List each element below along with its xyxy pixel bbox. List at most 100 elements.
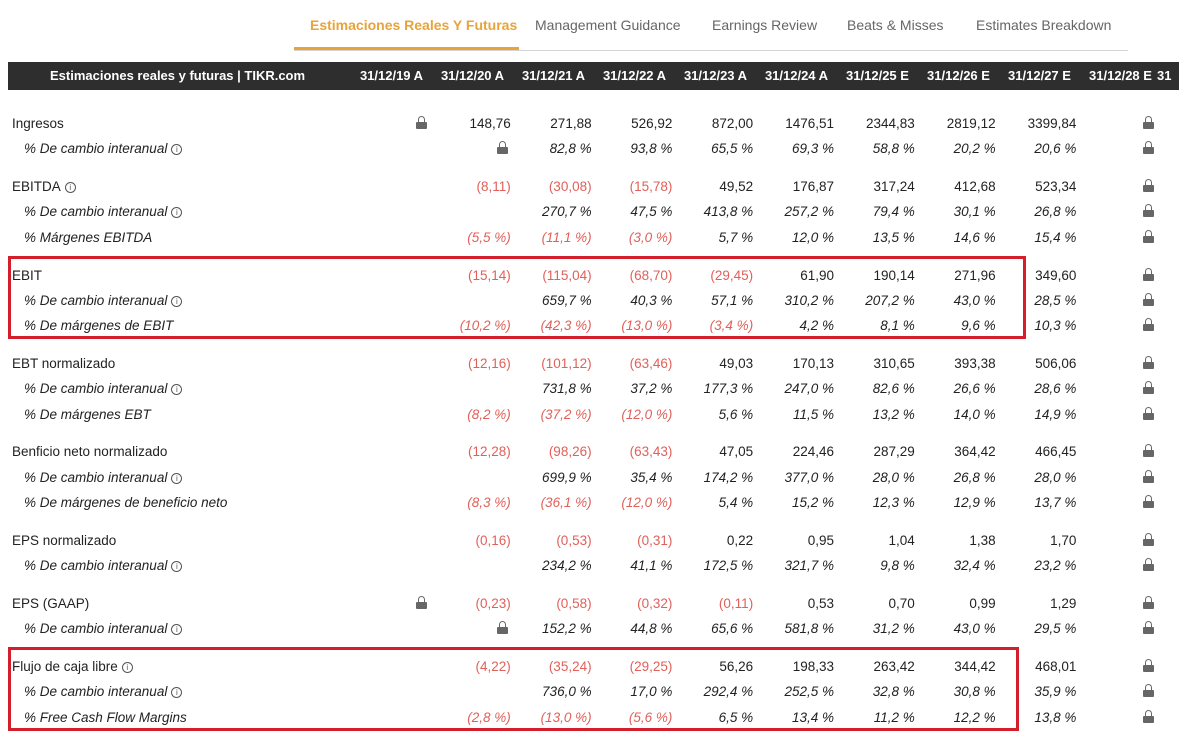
lock-icon[interactable]	[1143, 709, 1155, 723]
lock-icon[interactable]	[1143, 267, 1155, 281]
locked-cell[interactable]	[1076, 229, 1155, 246]
locked-cell[interactable]	[1076, 381, 1155, 397]
info-icon[interactable]: i	[171, 561, 183, 572]
value-cell: 4,2 %	[799, 318, 834, 334]
value-cell: 292,4 %	[703, 684, 754, 700]
value-cell: 35,4 %	[630, 469, 673, 485]
table-row: EBIT (15,14) (115,04) (68,70) (29,45) 61,90 19…	[0, 264, 1179, 289]
value-cell: 5,6 %	[718, 406, 754, 422]
info-icon[interactable]: i	[171, 472, 183, 484]
lock-icon[interactable]	[1143, 292, 1155, 306]
lock-icon[interactable]	[1143, 116, 1155, 129]
locked-cell[interactable]	[1076, 595, 1155, 612]
locked-cell[interactable]	[430, 141, 508, 157]
tab-earnings-review[interactable]: Earnings Review	[712, 17, 818, 33]
value-cell: 5,7 %	[718, 229, 754, 245]
lock-icon[interactable]	[1143, 355, 1155, 369]
table-row: % De márgenes de EBIT (10,2 %) (42,3 %) (13…	[0, 314, 1179, 339]
value-cell: (37,2 %)	[540, 406, 592, 422]
info-icon[interactable]: i	[171, 624, 183, 636]
value-cell: (12,28)	[468, 444, 511, 460]
locked-cell[interactable]	[1076, 141, 1155, 157]
lock-icon[interactable]	[1143, 595, 1155, 609]
locked-cell[interactable]	[1076, 179, 1155, 195]
locked-cell[interactable]	[1076, 658, 1155, 675]
value-cell: 234,2 %	[542, 558, 592, 573]
info-icon[interactable]: i	[171, 384, 183, 396]
lock-icon[interactable]	[416, 116, 427, 129]
value-cell: (8,2 %)	[467, 406, 511, 422]
lock-icon[interactable]	[1143, 658, 1155, 672]
info-icon[interactable]: i	[121, 661, 133, 673]
locked-cell[interactable]	[1076, 558, 1155, 574]
lock-icon[interactable]	[1143, 318, 1155, 332]
lock-icon[interactable]	[1143, 229, 1155, 243]
locked-cell[interactable]	[349, 595, 427, 612]
lock-icon[interactable]	[1143, 469, 1155, 483]
locked-cell[interactable]	[1076, 267, 1155, 284]
value-cell: 1476,51	[785, 116, 834, 131]
info-icon[interactable]: i	[64, 182, 76, 194]
lock-icon[interactable]	[1143, 406, 1155, 420]
value-cell: 523,34	[1035, 179, 1077, 195]
value-cell: 0,70	[888, 595, 915, 611]
tab-beats-misses[interactable]: Beats & Misses	[847, 17, 944, 33]
row-label: % Márgenes EBITDA	[24, 229, 153, 245]
value-cell: 65,5 %	[711, 141, 754, 157]
row-label: % De cambio interanual i	[24, 204, 183, 219]
lock-icon[interactable]	[1143, 558, 1155, 571]
value-cell: 43,0 %	[953, 292, 996, 308]
locked-cell[interactable]	[1076, 444, 1155, 460]
value-cell: 344,42	[954, 658, 996, 674]
locked-cell[interactable]	[1076, 532, 1155, 549]
lock-icon[interactable]	[1143, 684, 1155, 698]
locked-cell[interactable]	[1076, 621, 1155, 637]
locked-cell[interactable]	[1076, 709, 1155, 726]
locked-cell[interactable]	[1076, 355, 1155, 372]
lock-icon[interactable]	[496, 621, 508, 635]
value-cell: 14,0 %	[953, 406, 996, 422]
column-header: 31/12/25 E	[846, 68, 909, 83]
lock-icon[interactable]	[1143, 141, 1155, 155]
column-header: 31/12/27 E	[1008, 68, 1071, 83]
value-cell: 0,95	[807, 532, 834, 548]
locked-cell[interactable]	[1076, 406, 1155, 423]
locked-cell[interactable]	[1076, 469, 1155, 486]
locked-cell[interactable]	[1076, 204, 1155, 220]
highlight-box	[8, 646, 1019, 731]
tab-estimaciones-reales-y-futuras[interactable]: Estimaciones Reales Y Futuras	[310, 17, 518, 33]
locked-cell[interactable]	[1076, 116, 1155, 132]
locked-cell[interactable]	[1076, 494, 1155, 511]
info-icon[interactable]: i	[171, 207, 183, 219]
tab-estimates-breakdown[interactable]: Estimates Breakdown	[976, 17, 1112, 33]
lock-icon[interactable]	[1143, 444, 1155, 458]
table-row: % De cambio interanual i 234,2 % 41,1 % 172,…	[0, 554, 1179, 579]
lock-icon[interactable]	[1143, 179, 1155, 193]
value-cell: 506,06	[1035, 355, 1077, 371]
tab-management-guidance[interactable]: Management Guidance	[535, 17, 681, 33]
lock-icon[interactable]	[1143, 532, 1155, 546]
locked-cell[interactable]	[1076, 292, 1155, 309]
value-cell: 28,6 %	[1034, 381, 1077, 397]
lock-icon[interactable]	[496, 141, 508, 155]
info-icon[interactable]: i	[171, 687, 183, 699]
info-icon[interactable]: i	[171, 144, 183, 156]
lock-icon[interactable]	[1143, 381, 1155, 395]
lock-icon[interactable]	[1143, 204, 1155, 218]
locked-cell[interactable]	[430, 621, 508, 637]
locked-cell[interactable]	[1076, 684, 1155, 700]
lock-icon[interactable]	[1143, 494, 1155, 508]
locked-cell[interactable]	[349, 116, 427, 132]
value-cell: 12,9 %	[953, 494, 996, 510]
value-cell: (35,24)	[548, 658, 592, 674]
value-cell: 2344,83	[865, 116, 915, 131]
info-icon[interactable]: i	[171, 295, 183, 307]
value-cell: 17,0 %	[630, 684, 673, 700]
lock-icon[interactable]	[416, 595, 427, 609]
table-row: % De cambio interanual i 152,2 % 44,8 % 65,6…	[0, 617, 1179, 642]
locked-cell[interactable]	[1076, 318, 1155, 334]
value-cell: 872,00	[711, 116, 754, 131]
lock-icon[interactable]	[1143, 621, 1155, 635]
value-cell: 40,3 %	[630, 292, 673, 308]
value-cell: 56,26	[719, 658, 754, 674]
